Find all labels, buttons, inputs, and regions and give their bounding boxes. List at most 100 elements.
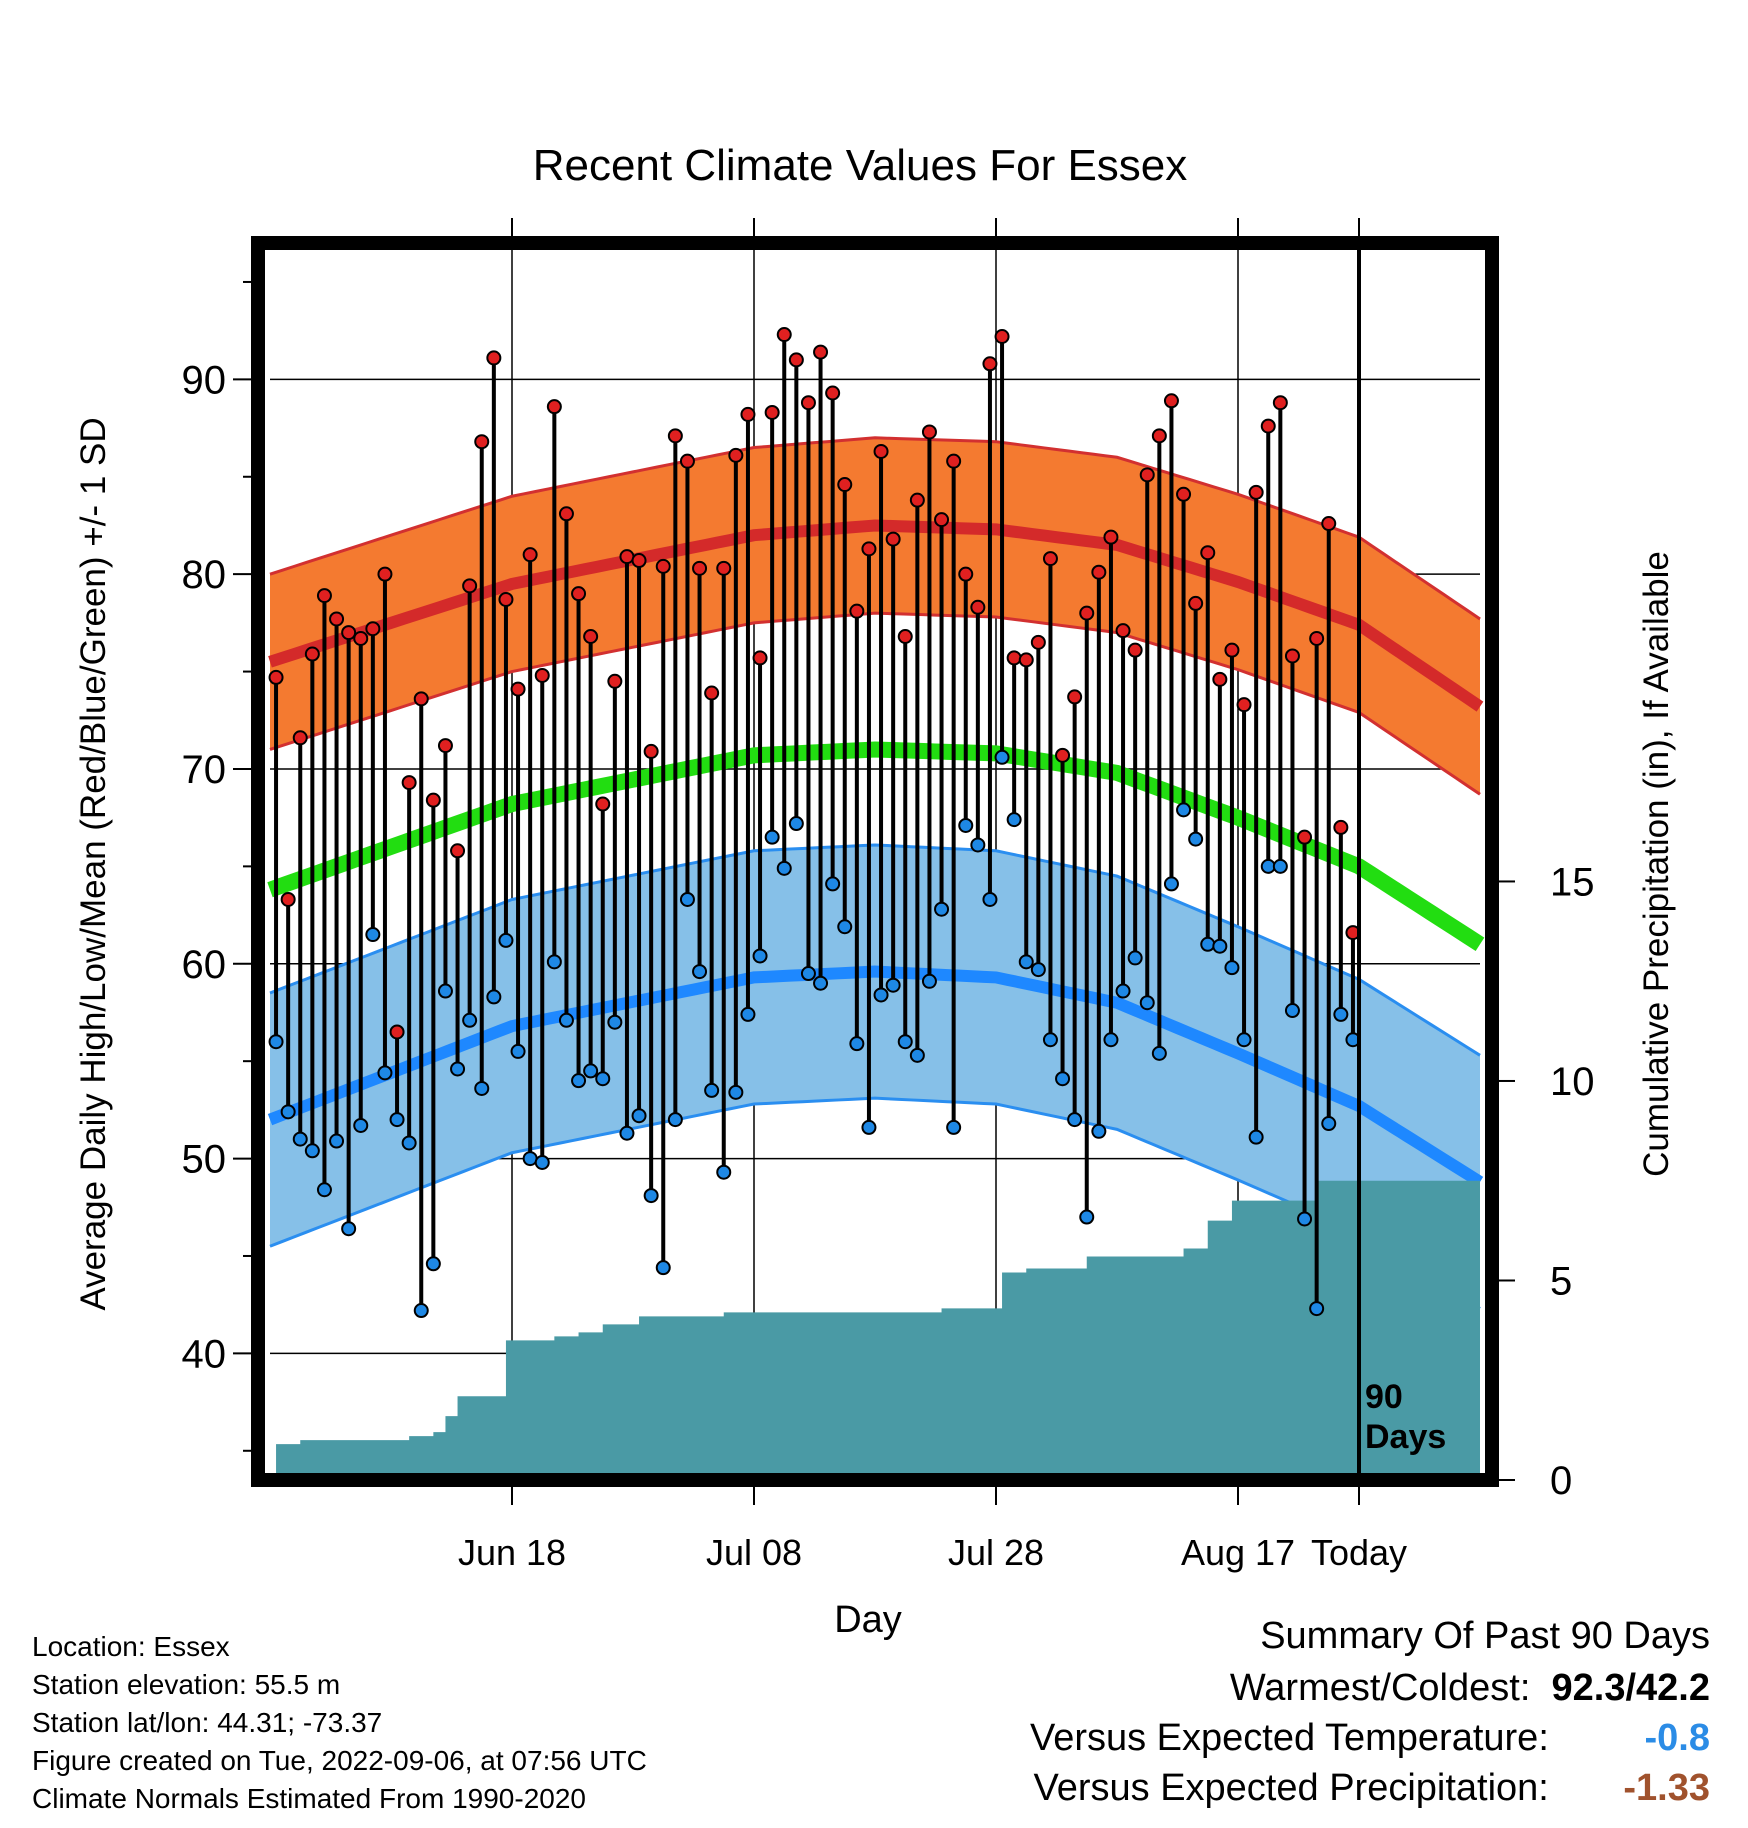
- high-point: [679, 453, 695, 469]
- high-point: [1030, 634, 1046, 650]
- high-point: [546, 399, 562, 415]
- low-point: [1176, 802, 1192, 818]
- low-point: [1030, 962, 1046, 978]
- high-point: [425, 792, 441, 808]
- high-point: [1333, 819, 1349, 835]
- low-point: [970, 837, 986, 853]
- x-tick-label: Today: [1311, 1532, 1407, 1573]
- high-point: [450, 843, 466, 859]
- low-point: [1018, 954, 1034, 970]
- low-point: [534, 1154, 550, 1170]
- low-point: [1260, 858, 1276, 874]
- low-point: [994, 749, 1010, 765]
- high-point: [1067, 689, 1083, 705]
- high-point: [619, 549, 635, 565]
- low-point: [437, 983, 453, 999]
- high-point: [558, 506, 574, 522]
- low-point: [546, 954, 562, 970]
- high-point: [1042, 551, 1058, 567]
- low-point: [704, 1082, 720, 1098]
- low-point: [776, 860, 792, 876]
- low-point: [1091, 1123, 1107, 1139]
- low-point: [655, 1260, 671, 1276]
- low-point: [607, 1014, 623, 1030]
- high-point: [692, 560, 708, 576]
- high-point: [885, 531, 901, 547]
- summary-precip: Versus Expected Precipitation: -1.33: [1033, 1766, 1710, 1810]
- low-point: [1200, 936, 1216, 952]
- high-point: [1127, 642, 1143, 658]
- high-point: [353, 630, 369, 646]
- high-point: [1176, 486, 1192, 502]
- high-point: [1115, 623, 1131, 639]
- low-point: [413, 1303, 429, 1319]
- high-point: [413, 691, 429, 707]
- x-tick-label: Jul 08: [706, 1532, 802, 1573]
- low-normal-lower-edge: [269, 1096, 1481, 1310]
- low-point: [716, 1164, 732, 1180]
- high-point: [1103, 529, 1119, 545]
- low-normal-upper-edge: [269, 843, 1481, 1057]
- high-point: [474, 434, 490, 450]
- low-point: [510, 1043, 526, 1059]
- low-point: [280, 1104, 296, 1120]
- y-right-tick-label: 5: [1550, 1259, 1572, 1303]
- low-point: [583, 1063, 599, 1079]
- low-point: [740, 1006, 756, 1022]
- summary-warm-cold-label: Warmest/Coldest:: [1229, 1667, 1531, 1709]
- summary-precip-value: -1.33: [1623, 1767, 1710, 1809]
- high-point: [849, 603, 865, 619]
- chart-title: Recent Climate Values For Essex: [533, 141, 1188, 190]
- low-point: [679, 891, 695, 907]
- high-point: [1284, 648, 1300, 664]
- low-point: [1236, 1032, 1252, 1048]
- high-point: [764, 404, 780, 420]
- high-point: [837, 477, 853, 493]
- high-point: [909, 492, 925, 508]
- low-point: [728, 1084, 744, 1100]
- low-point: [1248, 1129, 1264, 1145]
- low-point: [365, 927, 381, 943]
- low-point: [498, 932, 514, 948]
- low-point: [1188, 831, 1204, 847]
- high-point: [934, 512, 950, 528]
- low-point: [389, 1112, 405, 1128]
- low-point: [1127, 950, 1143, 966]
- x-tick-label: Jul 28: [948, 1532, 1044, 1573]
- low-point: [474, 1080, 490, 1096]
- high-point: [365, 621, 381, 637]
- low-point: [1297, 1211, 1313, 1227]
- low-point: [486, 989, 502, 1005]
- low-point: [861, 1119, 877, 1135]
- low-point: [1139, 995, 1155, 1011]
- high-point: [1212, 671, 1228, 687]
- high-point: [583, 629, 599, 645]
- low-point: [1321, 1116, 1337, 1132]
- precip-area: [276, 1180, 1480, 1480]
- y-tick-label: 40: [182, 1332, 227, 1376]
- low-point: [1333, 1006, 1349, 1022]
- high-point: [1248, 484, 1264, 500]
- low-point: [1006, 812, 1022, 828]
- y-axis-label: Average Daily High/Low/Mean (Red/Blue/Gr…: [74, 417, 113, 1310]
- high-point: [595, 796, 611, 812]
- y-right-axis-label: Cumulative Precipitation (in), If Availa…: [1637, 551, 1676, 1177]
- summary-warm-cold: Warmest/Coldest: 92.3/42.2: [1230, 1666, 1710, 1710]
- high-point: [292, 730, 308, 746]
- low-normal-line: [267, 965, 1484, 1188]
- low-point: [462, 1012, 478, 1028]
- high-point: [970, 599, 986, 615]
- low-point: [1115, 983, 1131, 999]
- high-point: [897, 629, 913, 645]
- high-point: [800, 395, 816, 411]
- y-tick-label: 70: [182, 748, 227, 792]
- low-point: [1284, 1003, 1300, 1019]
- high-point: [643, 743, 659, 759]
- low-point: [837, 919, 853, 935]
- high-point: [631, 553, 647, 569]
- low-point: [849, 1036, 865, 1052]
- high-point: [1055, 747, 1071, 763]
- high-point: [522, 547, 538, 563]
- low-point: [958, 817, 974, 833]
